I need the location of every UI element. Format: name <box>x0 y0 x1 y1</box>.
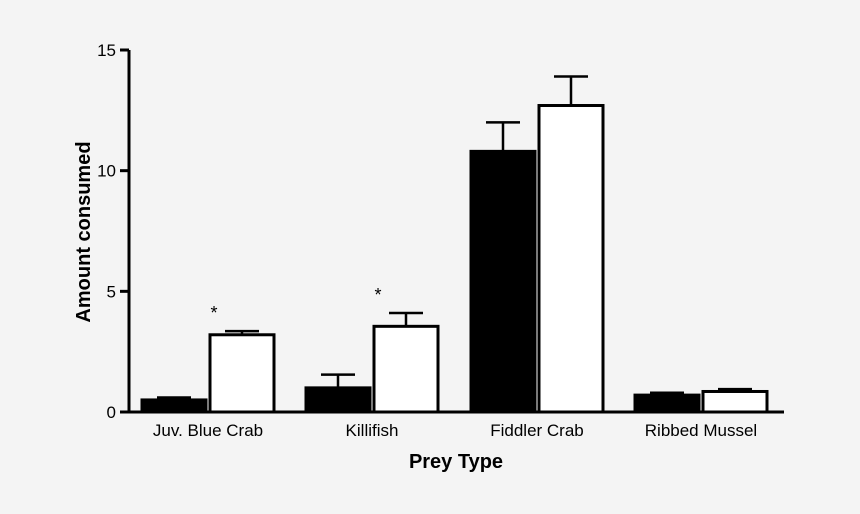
y-tick-label: 0 <box>107 403 116 422</box>
x-axis-title: Prey Type <box>409 451 503 473</box>
y-tick-label: 10 <box>97 162 116 181</box>
x-tick-label: Fiddler Crab <box>490 421 584 440</box>
bar <box>701 389 769 414</box>
bar <box>537 104 605 414</box>
y-tick-label: 15 <box>97 41 116 60</box>
y-tick-label: 5 <box>107 282 116 301</box>
y-axis-title: Amount consumed <box>73 141 95 322</box>
bar <box>208 333 276 414</box>
plot-area: 0 5 10 15 Juv. Blue Crab Killifish Fiddler Cra… <box>97 41 784 440</box>
bar <box>304 386 372 414</box>
bar <box>469 149 537 414</box>
significance-marker: * <box>374 285 381 305</box>
x-tick-label: Juv. Blue Crab <box>153 421 263 440</box>
x-tick-label: Killifish <box>346 421 399 440</box>
x-tick-label: Ribbed Mussel <box>645 421 757 440</box>
significance-marker: * <box>210 303 217 323</box>
bar <box>372 324 440 414</box>
bar <box>140 398 208 414</box>
bar <box>633 393 701 414</box>
